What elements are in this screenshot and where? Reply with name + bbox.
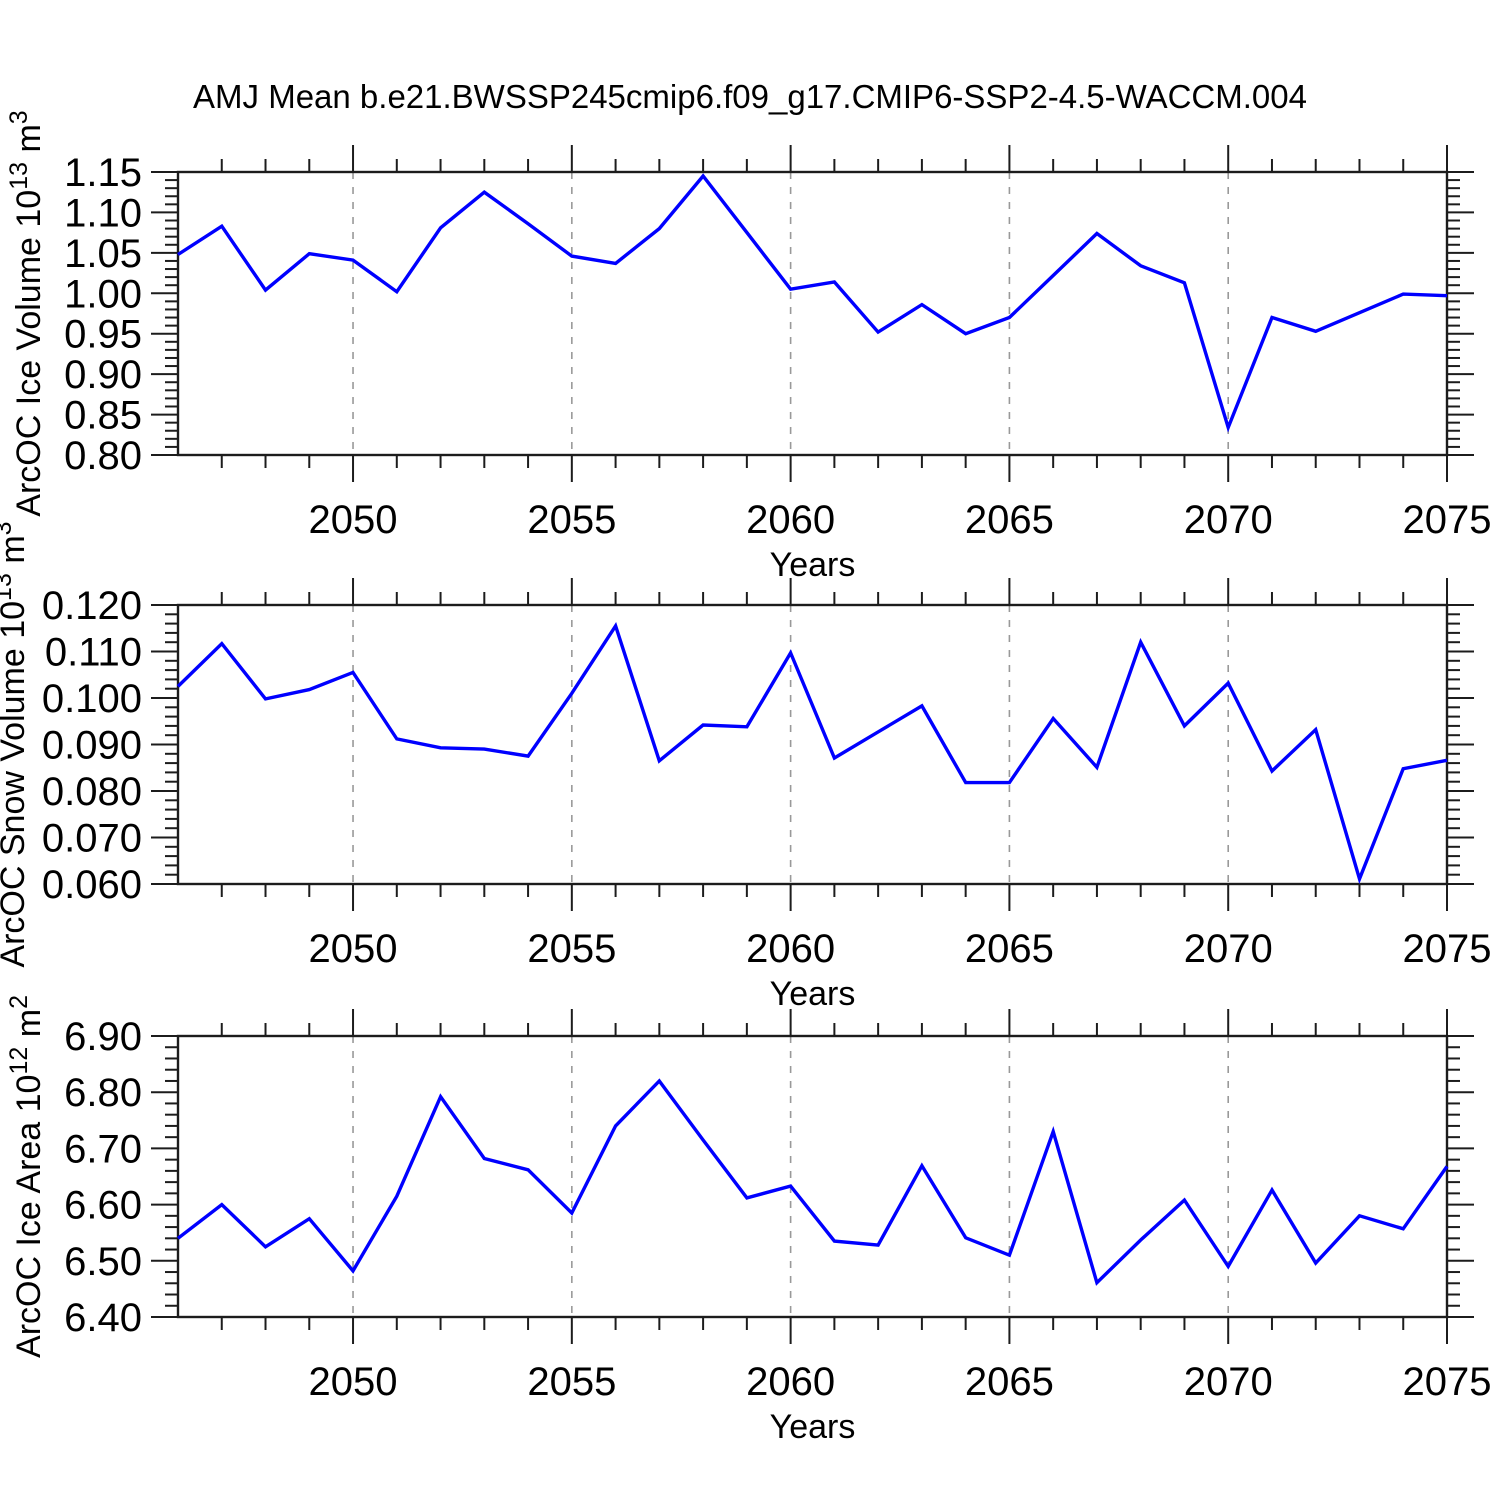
y-tick-label: 6.70 — [64, 1127, 142, 1171]
x-tick-label: 2050 — [309, 927, 398, 971]
x-tick-label: 2060 — [746, 498, 835, 542]
y-tick-label: 6.40 — [64, 1296, 142, 1340]
y-tick-label: 0.070 — [42, 817, 142, 861]
plot-frame — [176, 1034, 1449, 1319]
panel-arcoc-ice-area: 6.40 6.50 6.60 6.70 6.80 6.90 2050 2055 2060 2065… — [5, 995, 1491, 1446]
x-tick-label: 2060 — [746, 927, 835, 971]
x-tick-label: 2070 — [1184, 1360, 1273, 1404]
y-tick-label: 6.50 — [64, 1240, 142, 1284]
y-tick-label: 0.110 — [45, 631, 142, 675]
panel-arcoc-ice-volume: 0.800.850.900.951.001.051.101.15 2050 2055… — [5, 110, 1491, 584]
arcoc-ice-area-line — [176, 1078, 1449, 1286]
x-tick-label: 2070 — [1184, 498, 1273, 542]
y-tick-label: 0.060 — [42, 863, 142, 907]
x-tick-label: 2075 — [1403, 927, 1492, 971]
y-tick-label: 1.10 — [64, 191, 142, 235]
y-tick-label: 0.090 — [42, 724, 142, 768]
y-axis-label: ArcOC Snow Volume 1013 m3 — [0, 521, 32, 967]
y-tick-label: 0.100 — [42, 677, 142, 721]
x-axis-label: Years — [770, 546, 856, 584]
y-tick-label: 6.60 — [64, 1184, 142, 1228]
y-tick-label: 0.85 — [64, 394, 142, 438]
y-tick-label: 0.95 — [64, 313, 142, 357]
y-tick-label: 6.90 — [64, 1015, 142, 1059]
x-tick-label: 2065 — [965, 1360, 1054, 1404]
arcoc-ice-volume-line — [177, 173, 1448, 433]
x-tick-label: 2070 — [1184, 927, 1273, 971]
x-tick-label: 2065 — [965, 498, 1054, 542]
arcoc-snow-volume-line — [176, 621, 1448, 885]
x-tick-label: 2075 — [1403, 1360, 1492, 1404]
x-tick-label: 2050 — [309, 1360, 398, 1404]
x-tick-label: 2065 — [965, 927, 1054, 971]
plot-frame — [176, 170, 1449, 457]
x-tick-label: 2055 — [527, 498, 616, 542]
x-tick-label: 2050 — [309, 498, 398, 542]
y-tick-label: 0.80 — [64, 434, 142, 478]
y-tick-label: 0.120 — [42, 584, 142, 628]
y-tick-label: 6.80 — [64, 1071, 142, 1115]
x-tick-label: 2055 — [527, 1360, 616, 1404]
y-tick-label: 0.90 — [64, 353, 142, 397]
x-tick-label: 2060 — [746, 1360, 835, 1404]
y-tick-label: 1.05 — [64, 232, 142, 276]
x-tick-label: 2055 — [527, 927, 616, 971]
x-axis-label: Years — [770, 1408, 856, 1446]
x-tick-label: 2075 — [1403, 498, 1492, 542]
y-axis-label: ArcOC Ice Volume 1013 m3 — [5, 110, 48, 516]
y-tick-label: 1.15 — [64, 151, 142, 195]
x-axis-label: Years — [770, 975, 856, 1013]
y-axis-label: ArcOC Ice Area 1012 m2 — [5, 995, 48, 1358]
y-tick-label: 1.00 — [64, 272, 142, 316]
chart-title: AMJ Mean b.e21.BWSSP245cmip6.f09_g17.CMI… — [193, 78, 1307, 115]
plot-frame — [176, 603, 1449, 886]
y-tick-label: 0.080 — [42, 770, 142, 814]
